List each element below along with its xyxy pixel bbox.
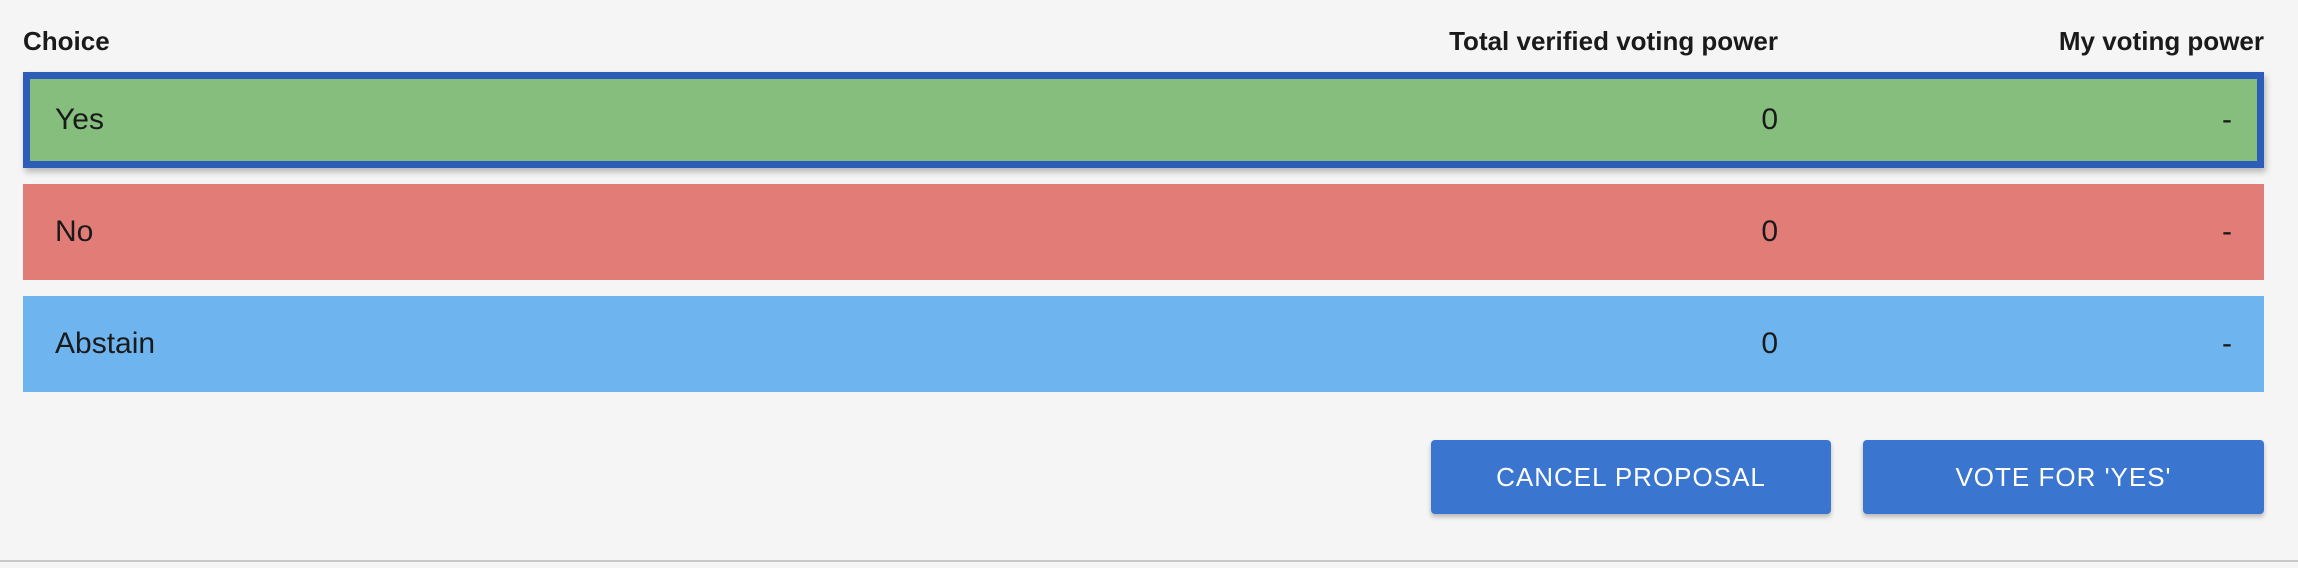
choice-label: Yes [55,103,104,137]
header-choice: Choice [23,26,110,57]
choice-row-abstain[interactable]: Abstain 0 - [23,296,2264,392]
total-voting-power-value: 0 [1761,103,1778,137]
my-voting-power-value: - [2222,327,2232,361]
vote-yes-button[interactable]: VOTE FOR 'YES' [1863,440,2264,514]
choice-row-no[interactable]: No 0 - [23,184,2264,280]
my-voting-power-value: - [2222,215,2232,249]
choice-label: Abstain [55,327,155,361]
header-my-voting-power: My voting power [2059,26,2264,57]
cancel-proposal-button[interactable]: CANCEL PROPOSAL [1431,440,1831,514]
total-voting-power-value: 0 [1761,327,1778,361]
total-voting-power-value: 0 [1761,215,1778,249]
header-total-voting-power: Total verified voting power [1449,26,1778,57]
choice-row-yes[interactable]: Yes 0 - [23,72,2264,168]
choice-label: No [55,215,93,249]
my-voting-power-value: - [2222,103,2232,137]
table-header: Choice Total verified voting power My vo… [23,26,2264,62]
